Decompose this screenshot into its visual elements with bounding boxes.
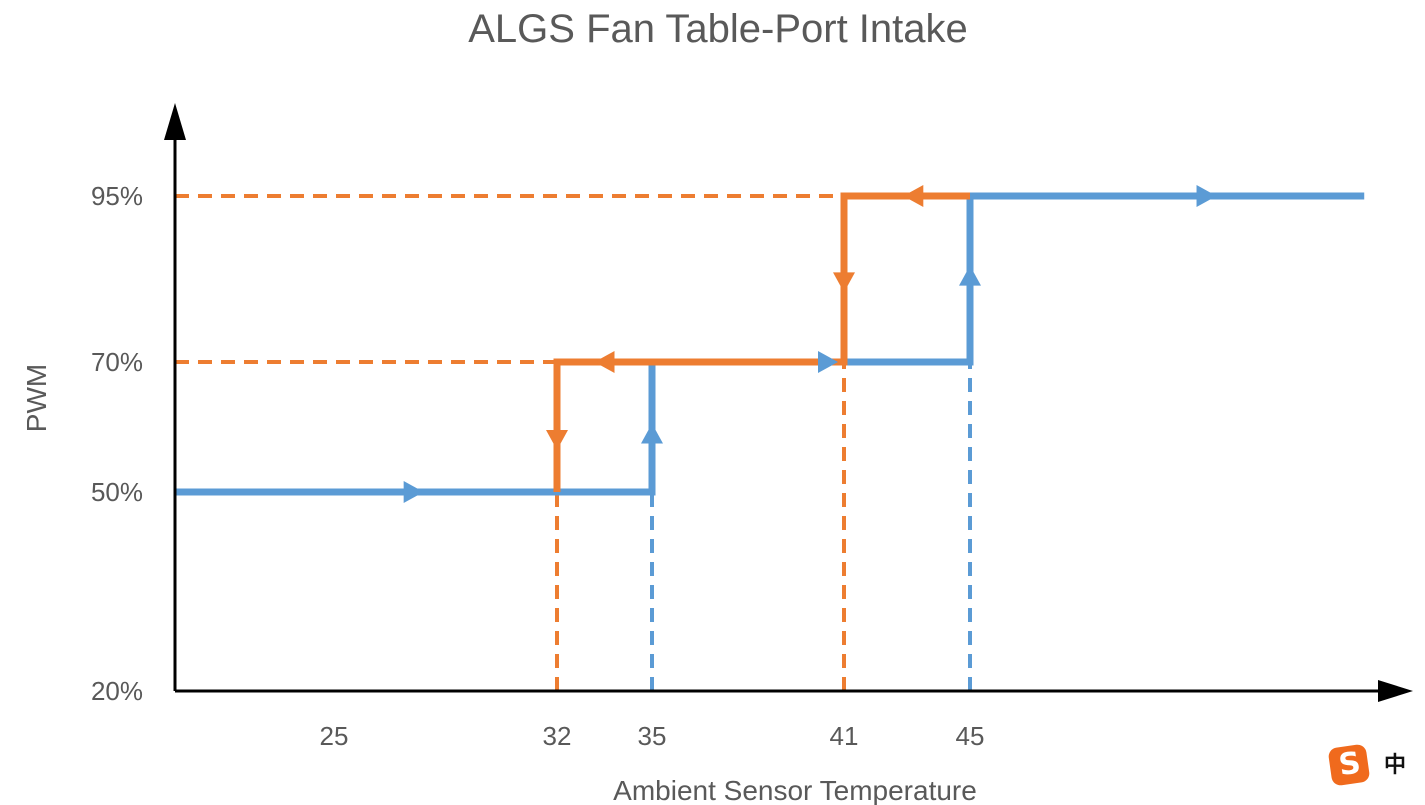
direction-arrows <box>403 185 1217 503</box>
y-tick-labels: 20% 50% 70% 95% <box>91 181 143 706</box>
ime-mode-toggle[interactable]: 中 <box>1374 748 1416 784</box>
y-tick-label: 70% <box>91 347 143 377</box>
x-axis-label: Ambient Sensor Temperature <box>613 775 977 805</box>
x-tick-label: 32 <box>543 721 572 751</box>
falling-arrow-1 <box>833 272 855 293</box>
y-tick-label: 50% <box>91 477 143 507</box>
x-tick-labels: 25 32 35 41 45 <box>320 721 985 751</box>
ime-toolbar[interactable]: S 中 <box>1326 743 1421 788</box>
falling-series-line <box>553 192 970 492</box>
y-axis-label: PWM <box>21 364 52 432</box>
rising-arrow-0 <box>403 481 424 503</box>
axes <box>164 103 1413 702</box>
x-axis-arrowhead <box>1378 680 1413 702</box>
rising-arrow-4 <box>1196 185 1217 207</box>
rising-arrow-3 <box>959 265 981 286</box>
x-tick-label: 25 <box>320 721 349 751</box>
rising-series-line <box>175 192 1365 496</box>
chart-title: ALGS Fan Table-Port Intake <box>468 7 968 51</box>
falling-arrow-2 <box>594 351 615 373</box>
x-tick-label: 45 <box>956 721 985 751</box>
series-lines <box>175 192 1365 496</box>
y-tick-label: 95% <box>91 181 143 211</box>
y-tick-label: 20% <box>91 676 143 706</box>
x-tick-label: 35 <box>638 721 667 751</box>
rising-arrow-2 <box>818 351 838 373</box>
sogou-ime-icon[interactable]: S <box>1327 743 1371 787</box>
y-axis-arrowhead <box>164 103 186 140</box>
falling-arrow-0 <box>903 185 924 207</box>
guide-lines <box>175 194 972 691</box>
rising-arrow-1 <box>641 423 663 444</box>
falling-arrow-3 <box>546 430 568 450</box>
x-tick-label: 41 <box>830 721 859 751</box>
